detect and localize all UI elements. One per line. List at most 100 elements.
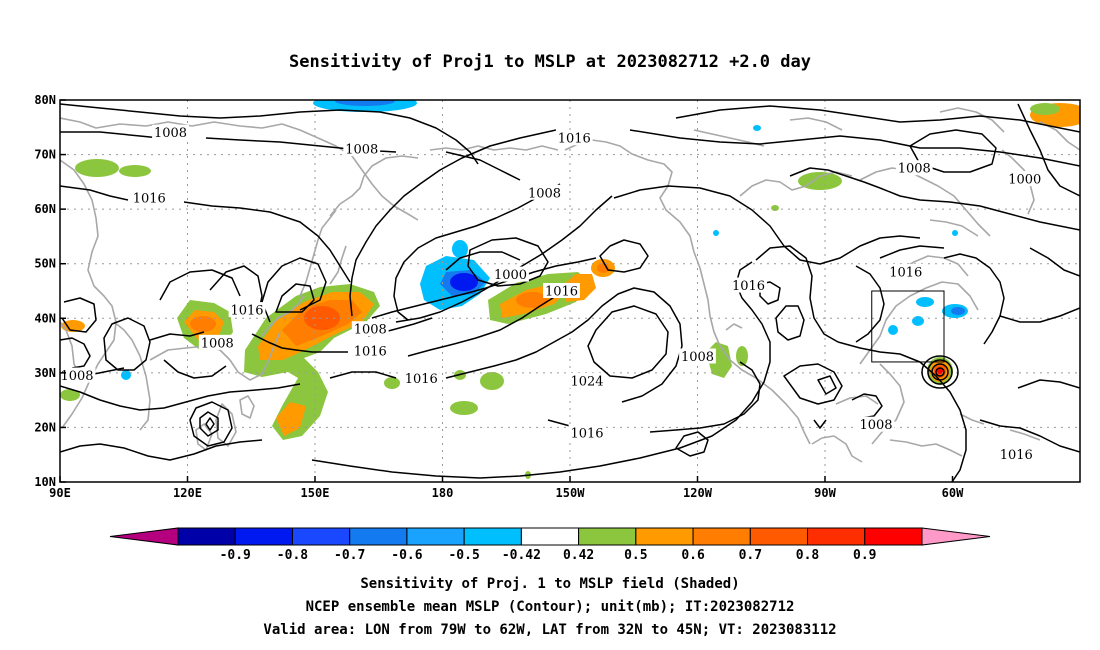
colorbar-arrow-left bbox=[109, 527, 179, 546]
contour-label-bg bbox=[1006, 171, 1044, 187]
contour-labels: 1008 1008 1016 1008 1000 1016 1008 1000 1016 1016… bbox=[60, 124, 1044, 463]
lat-tick-label: 10N bbox=[34, 475, 56, 489]
colorbar-box bbox=[177, 527, 236, 546]
contour-label-bg bbox=[543, 283, 580, 298]
colorbar-tick-label: -0.7 bbox=[334, 548, 365, 563]
contour-label: 1016 bbox=[133, 192, 166, 207]
contour-label-bg bbox=[997, 446, 1035, 462]
coastlines bbox=[60, 107, 1080, 463]
contour-label: 1008 bbox=[60, 369, 93, 384]
contour-label: 1008 bbox=[201, 336, 234, 351]
figure-caption: Sensitivity of Proj. 1 to MSLP field (Sh… bbox=[263, 576, 836, 638]
contour-label: 1016 bbox=[405, 372, 438, 387]
axis-ticks: 90E 120E 150E 180 150W 120W 90W 60W 10N 20N 30N 40N… bbox=[34, 93, 964, 500]
contour-label: 1016 bbox=[354, 345, 387, 360]
colorbar-tick-label: -0.9 bbox=[220, 548, 251, 563]
contour-label-bg bbox=[492, 266, 529, 282]
colorbar-box bbox=[635, 527, 694, 546]
contour-label-bg bbox=[130, 190, 168, 206]
contour-label-bg bbox=[228, 302, 266, 318]
colorbar-tick-label: -0.42 bbox=[502, 548, 541, 563]
colorbar-box bbox=[234, 527, 293, 546]
contour-label-bg bbox=[198, 334, 236, 350]
colorbar-box bbox=[578, 527, 637, 546]
colorbar-box bbox=[520, 527, 580, 546]
contour-label: 1008 bbox=[898, 162, 931, 177]
colorbar-arrow-right bbox=[921, 527, 991, 546]
caption-line-3: Valid area: LON from 79W to 62W, LAT fro… bbox=[263, 622, 836, 638]
contour-label-bg bbox=[895, 160, 933, 176]
caption-line-1: Sensitivity of Proj. 1 to MSLP field (Sh… bbox=[360, 576, 739, 592]
colorbar-tick-label: 0.6 bbox=[681, 548, 705, 563]
lat-tick-label: 60N bbox=[34, 202, 56, 216]
contour-label-bg bbox=[568, 424, 606, 440]
contour-label: 1000 bbox=[494, 268, 527, 283]
lat-tick-label: 20N bbox=[34, 420, 56, 434]
colorbar-box bbox=[749, 527, 809, 546]
lon-tick-label: 120E bbox=[173, 486, 202, 500]
lon-tick-label: 60W bbox=[942, 486, 964, 500]
contour-label: 1016 bbox=[889, 265, 922, 280]
plot-area: 1008 1008 1016 1008 1000 1016 1008 1000 1016 1016… bbox=[60, 100, 1080, 482]
lat-tick-label: 30N bbox=[34, 366, 56, 380]
contour-label-bg bbox=[351, 343, 389, 359]
lon-tick-label: 90W bbox=[814, 486, 836, 500]
contour-label-bg bbox=[555, 130, 593, 146]
contour-label: 1016 bbox=[1000, 448, 1033, 463]
colorbar-tick-label: -0.5 bbox=[448, 548, 479, 563]
lat-tick-label: 40N bbox=[34, 311, 56, 325]
contour-label: 1016 bbox=[230, 304, 263, 319]
contour-label: 1008 bbox=[681, 350, 714, 365]
lat-tick-label: 80N bbox=[34, 93, 56, 107]
contour-label: 1008 bbox=[345, 143, 378, 158]
contour-label: 1024 bbox=[570, 375, 603, 390]
contour-label-bg bbox=[679, 348, 716, 364]
lon-tick-label: 90E bbox=[49, 486, 71, 500]
lon-tick-label: 180 bbox=[432, 486, 454, 500]
contour-label: 1016 bbox=[558, 132, 591, 147]
valid-area-rect bbox=[871, 290, 945, 363]
contour-label-bg bbox=[351, 321, 389, 337]
colorbar-tick-label: 0.42 bbox=[563, 548, 594, 563]
colorbar-tick-label: 0.7 bbox=[739, 548, 762, 563]
colorbar-box bbox=[406, 527, 465, 546]
colorbar-tick-label: 0.8 bbox=[796, 548, 820, 563]
contour-label-bg bbox=[402, 370, 440, 386]
colorbar: -0.9 -0.8 -0.7 -0.6 -0.5 -0.42 0.42 0.5 0.6 0.7 0.… bbox=[109, 527, 991, 563]
colorbar-box bbox=[349, 527, 408, 546]
lon-tick-label: 120W bbox=[683, 486, 713, 500]
contour-label: 1016 bbox=[545, 285, 578, 300]
contour-label: 1000 bbox=[1008, 173, 1041, 188]
colorbar-tick-label: 0.9 bbox=[853, 548, 876, 563]
lat-tick-label: 70N bbox=[34, 148, 56, 162]
colorbar-tick-label: -0.6 bbox=[391, 548, 422, 563]
contour-label-bg bbox=[730, 277, 767, 293]
colorbar-box bbox=[291, 527, 351, 546]
lat-tick-label: 50N bbox=[34, 257, 56, 271]
contour-label: 1008 bbox=[354, 323, 387, 338]
lon-tick-label: 150E bbox=[301, 486, 330, 500]
figure-title: Sensitivity of Proj1 to MSLP at 20230827… bbox=[289, 52, 811, 72]
contour-label: 1016 bbox=[570, 426, 603, 441]
colorbar-box bbox=[864, 527, 923, 546]
contour-label-bg bbox=[152, 124, 189, 140]
valid-area-box bbox=[871, 290, 945, 363]
contour-label: 1008 bbox=[859, 418, 892, 433]
contour-label-bg bbox=[343, 141, 381, 157]
contour-label-bg bbox=[526, 184, 563, 200]
contour-label: 1008 bbox=[154, 126, 187, 141]
contour-label: 1008 bbox=[528, 186, 561, 201]
contour-label-bg bbox=[60, 367, 96, 383]
colorbar-tick-label: 0.5 bbox=[624, 548, 647, 563]
contour-label-bg bbox=[857, 416, 895, 432]
contour-label-bg bbox=[887, 263, 925, 279]
contour-label-bg bbox=[568, 373, 606, 389]
graticule bbox=[60, 100, 1080, 482]
colorbar-box bbox=[692, 527, 751, 546]
colorbar-box bbox=[463, 527, 522, 546]
colorbar-box bbox=[807, 527, 866, 546]
caption-line-2: NCEP ensemble mean MSLP (Contour); unit(… bbox=[306, 599, 795, 615]
contour-label: 1016 bbox=[732, 279, 765, 294]
colorbar-tick-label: -0.8 bbox=[277, 548, 308, 563]
